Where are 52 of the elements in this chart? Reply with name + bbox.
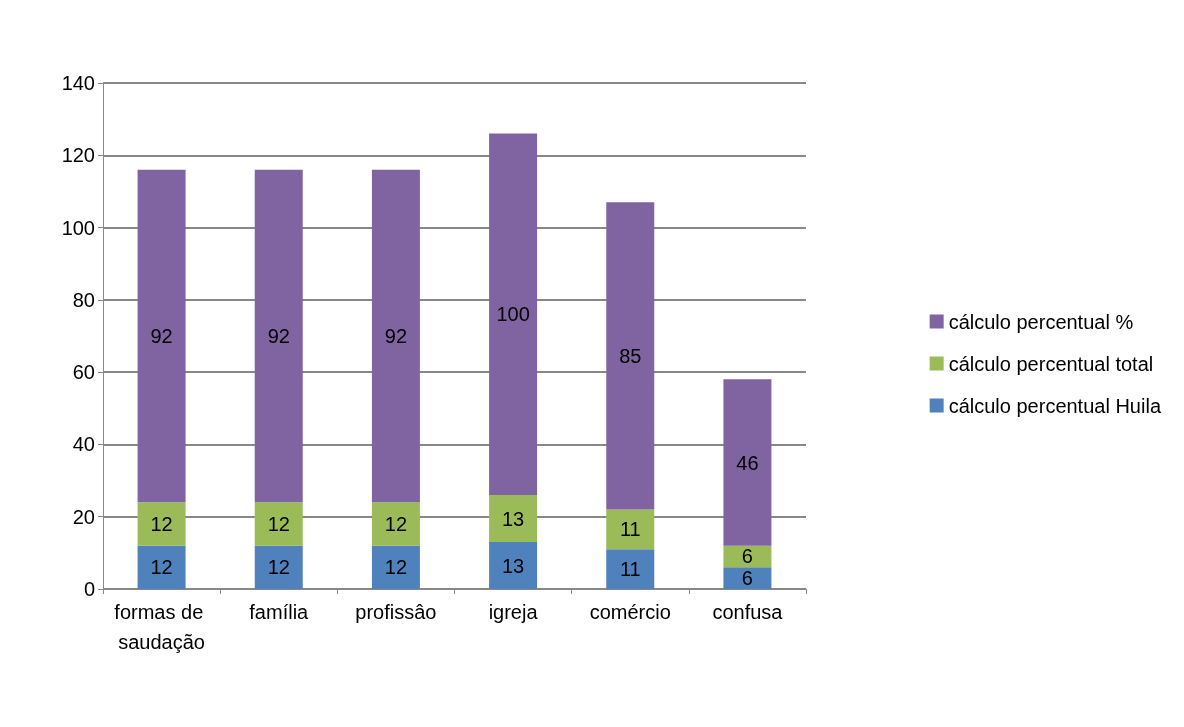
bar: [254, 502, 303, 546]
bar: [606, 549, 655, 589]
bar: [254, 545, 303, 589]
data-label: 46: [736, 451, 759, 474]
data-label: 12: [384, 512, 408, 535]
data-label: 13: [501, 507, 525, 530]
data-label: 11: [619, 518, 641, 541]
bar: [606, 509, 655, 550]
bar: [371, 545, 420, 589]
bar: [137, 169, 186, 503]
bar: [489, 495, 538, 543]
y-tick-label: 100: [61, 216, 95, 239]
legend-label: cálculo percentual total: [948, 352, 1154, 375]
y-tick-label: 140: [61, 72, 95, 94]
x-tick-label: família: [249, 601, 310, 623]
data-label: 12: [384, 556, 408, 579]
data-label: 11: [619, 558, 641, 581]
data-label: 12: [267, 512, 290, 535]
y-tick-label: 40: [72, 433, 95, 456]
x-tick-label: comércio: [589, 601, 671, 623]
data-label: 13: [501, 554, 525, 577]
data-label: 12: [150, 512, 173, 535]
data-label: 92: [384, 325, 408, 347]
bar: [137, 545, 186, 589]
y-tick-label: 120: [61, 144, 95, 167]
bar: [723, 379, 772, 546]
x-tick-label: profissâo: [355, 601, 437, 623]
data-label: 6: [741, 567, 753, 590]
bar: [137, 502, 186, 546]
data-label: 100: [496, 303, 530, 326]
data-label: 6: [741, 545, 753, 568]
y-tick-label: 80: [72, 288, 95, 311]
data-label: 92: [267, 325, 290, 347]
x-tick-label: igreja: [488, 601, 539, 623]
bar: [489, 542, 538, 589]
x-tick-label: confusa: [712, 601, 784, 623]
data-label: 12: [267, 556, 290, 579]
data-label: 85: [619, 344, 642, 367]
bar: [371, 169, 420, 503]
bar: [254, 169, 303, 503]
y-tick-label: 20: [72, 505, 95, 528]
y-tick-label: 60: [72, 361, 95, 384]
y-tick-label: 0: [83, 578, 95, 600]
data-label: 92: [150, 325, 173, 347]
bar: [371, 502, 420, 546]
bar: [489, 133, 538, 496]
legend-label: cálculo percentual %: [948, 310, 1134, 333]
bar: [723, 567, 772, 589]
legend-label: cálculo percentual Huila: [948, 394, 1162, 417]
data-label: 12: [150, 556, 173, 579]
bar: [606, 202, 655, 510]
x-tick-label: formas de saudação: [114, 601, 209, 653]
